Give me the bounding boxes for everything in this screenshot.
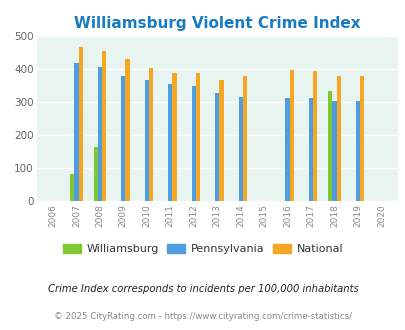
Bar: [172, 73, 176, 201]
Bar: [359, 76, 363, 201]
Bar: [238, 97, 242, 201]
Bar: [121, 76, 125, 201]
Bar: [355, 101, 359, 201]
Bar: [125, 59, 129, 201]
Bar: [308, 98, 312, 201]
Bar: [289, 70, 293, 201]
Bar: [102, 51, 106, 201]
Bar: [70, 174, 74, 201]
Bar: [93, 147, 98, 201]
Bar: [144, 80, 149, 201]
Bar: [285, 98, 289, 201]
Bar: [332, 101, 336, 201]
Legend: Williamsburg, Pennsylvania, National: Williamsburg, Pennsylvania, National: [58, 239, 347, 258]
Bar: [327, 91, 332, 201]
Bar: [98, 67, 102, 201]
Bar: [312, 71, 317, 201]
Bar: [78, 47, 83, 201]
Bar: [215, 93, 219, 201]
Text: © 2025 CityRating.com - https://www.cityrating.com/crime-statistics/: © 2025 CityRating.com - https://www.city…: [54, 313, 351, 321]
Bar: [191, 86, 195, 201]
Bar: [336, 76, 340, 201]
Bar: [168, 84, 172, 201]
Bar: [195, 73, 200, 201]
Bar: [219, 80, 223, 201]
Bar: [74, 63, 78, 201]
Bar: [242, 76, 246, 201]
Title: Williamsburg Violent Crime Index: Williamsburg Violent Crime Index: [74, 16, 360, 31]
Bar: [149, 68, 153, 201]
Text: Crime Index corresponds to incidents per 100,000 inhabitants: Crime Index corresponds to incidents per…: [47, 284, 358, 294]
